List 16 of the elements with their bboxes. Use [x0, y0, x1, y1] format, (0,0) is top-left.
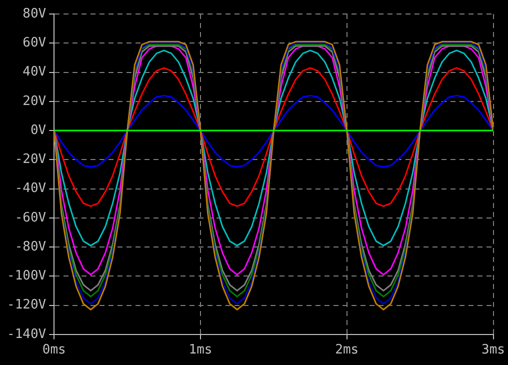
- y-tick-label: -60V: [14, 210, 46, 226]
- y-tick-label: 40V: [22, 64, 46, 80]
- y-tick-label: -100V: [6, 268, 46, 284]
- y-tick-label: -120V: [6, 298, 46, 313]
- x-tick-label: 0ms: [42, 342, 66, 358]
- y-tick-label: -20V: [14, 152, 46, 168]
- x-tick-label: 3ms: [482, 342, 505, 358]
- y-tick-label: 60V: [22, 36, 46, 50]
- y-tick-label: -40V: [14, 181, 46, 196]
- y-tick-label: 20V: [22, 94, 46, 109]
- x-tick-label: 1ms: [188, 342, 212, 358]
- y-tick-label: -140V: [6, 326, 46, 342]
- y-tick-label: 80V: [22, 6, 46, 22]
- x-tick-label: 2ms: [335, 342, 359, 358]
- y-tick-label: 0V: [30, 122, 46, 138]
- y-tick-label: -80V: [14, 239, 46, 254]
